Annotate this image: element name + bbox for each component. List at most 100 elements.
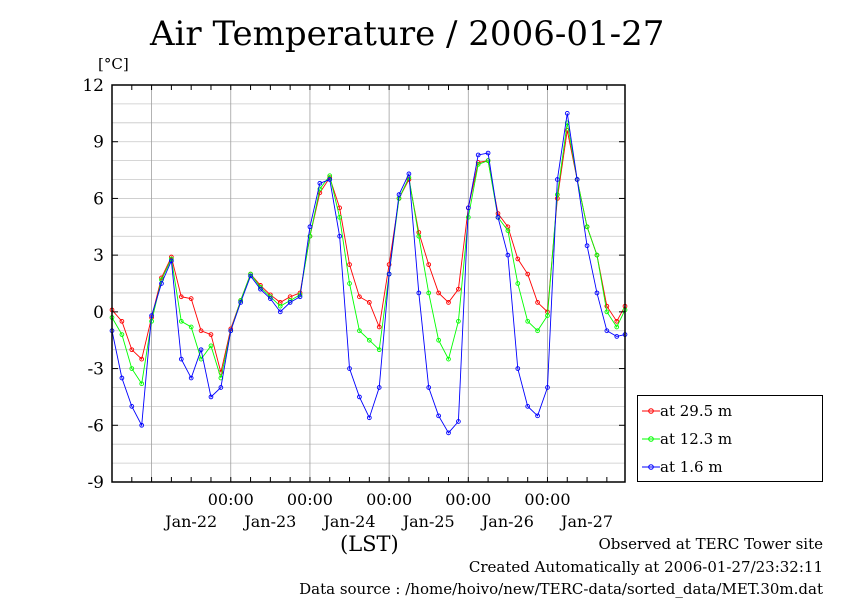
- data-point: [505, 228, 511, 233]
- data-point: [248, 273, 253, 279]
- data-point: [456, 286, 461, 292]
- data-point: [327, 177, 333, 182]
- data-point: [366, 337, 372, 343]
- data-point: [465, 205, 471, 211]
- data-point: [287, 300, 293, 305]
- data-point: [485, 150, 491, 156]
- series-at-1-6-m: [109, 111, 628, 436]
- data-point: [129, 366, 135, 371]
- data-point: [436, 290, 441, 296]
- x-date-label: Jan-26: [480, 512, 534, 531]
- data-point: [297, 294, 303, 300]
- data-point: [396, 192, 402, 197]
- data-point: [406, 171, 412, 177]
- data-point: [357, 294, 362, 300]
- data-point: [139, 422, 145, 428]
- x-time-label: 00:00: [208, 490, 254, 509]
- y-axis-unit: [°C]: [98, 55, 129, 73]
- series-line: [111, 113, 626, 434]
- data-point: [584, 243, 590, 249]
- data-point: [446, 430, 451, 436]
- footer-site: Observed at TERC Tower site: [598, 535, 823, 553]
- legend-label: at 29.5 m: [660, 402, 733, 420]
- data-point: [614, 318, 620, 324]
- data-point: [416, 233, 422, 239]
- data-point: [188, 296, 194, 301]
- data-point: [525, 271, 531, 277]
- data-point: [485, 158, 491, 163]
- data-point: [357, 328, 362, 334]
- data-point: [564, 120, 570, 126]
- legend-marker-12-3: [642, 436, 660, 442]
- x-date-label: Jan-24: [322, 512, 376, 531]
- data-point: [564, 111, 570, 116]
- data-point: [376, 324, 382, 330]
- x-time-label: 00:00: [366, 490, 412, 509]
- data-point: [208, 343, 214, 349]
- data-point: [317, 180, 323, 186]
- data-point: [238, 300, 244, 305]
- data-point: [357, 394, 362, 400]
- data-point: [228, 328, 234, 334]
- data-point: [436, 337, 441, 343]
- y-tick-label: -9: [87, 473, 104, 493]
- series-line: [111, 122, 626, 385]
- y-tick-label: -3: [87, 360, 104, 380]
- data-point: [386, 271, 392, 277]
- data-point: [268, 296, 273, 301]
- data-point: [347, 262, 352, 267]
- data-point: [614, 324, 620, 330]
- data-point: [337, 233, 342, 239]
- footer-source: Data source : /home/hoivo/new/TERC-data/…: [299, 580, 823, 598]
- data-point: [456, 419, 461, 424]
- data-point: [139, 381, 145, 387]
- data-point: [545, 313, 550, 318]
- data-point: [159, 281, 164, 286]
- data-point: [475, 152, 481, 158]
- data-point: [178, 318, 184, 324]
- data-point: [574, 177, 580, 182]
- legend-marker-1-6: [642, 464, 660, 470]
- y-tick-label: 6: [93, 189, 104, 209]
- data-point: [535, 413, 540, 419]
- data-point: [198, 347, 204, 353]
- data-point: [594, 290, 600, 296]
- data-point: [376, 347, 382, 353]
- data-point: [139, 356, 145, 362]
- data-point: [169, 258, 174, 264]
- x-time-label: 00:00: [445, 490, 491, 509]
- data-point: [386, 262, 392, 267]
- x-time-label: 00:00: [524, 490, 570, 509]
- data-point: [277, 309, 283, 315]
- y-tick-label: -6: [87, 416, 104, 436]
- data-point: [426, 290, 432, 296]
- data-point: [277, 303, 283, 309]
- series-line: [111, 130, 626, 373]
- data-point: [525, 318, 531, 324]
- data-point: [515, 256, 521, 262]
- data-point: [149, 313, 154, 318]
- data-point: [366, 415, 372, 421]
- data-point: [555, 192, 560, 197]
- data-point: [376, 385, 382, 390]
- data-point: [307, 233, 313, 239]
- data-point: [446, 356, 451, 362]
- data-point: [218, 385, 224, 390]
- data-point: [366, 300, 372, 305]
- data-point: [594, 252, 600, 258]
- data-point: [178, 294, 184, 300]
- data-point: [515, 281, 521, 286]
- chart-title: Air Temperature / 2006-01-27: [150, 14, 665, 54]
- grid: [112, 84, 625, 483]
- data-point: [416, 290, 422, 296]
- x-date-label: Jan-22: [163, 512, 217, 531]
- data-point: [604, 328, 610, 334]
- data-point: [495, 214, 501, 220]
- data-point: [545, 385, 550, 390]
- data-point: [555, 177, 560, 182]
- y-tick-label: 3: [93, 246, 104, 266]
- y-tick-label: 0: [93, 303, 104, 323]
- data-point: [307, 224, 313, 230]
- data-point: [515, 366, 521, 371]
